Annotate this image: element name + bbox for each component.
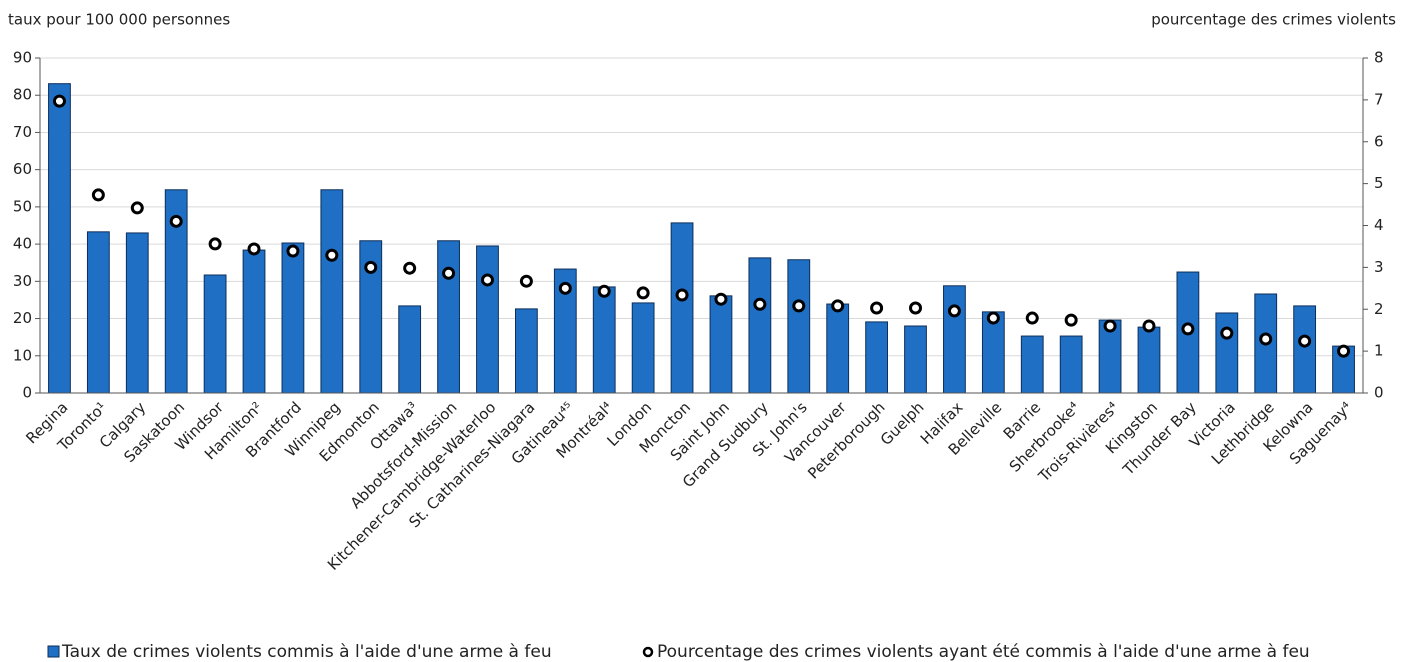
y-axis-title: taux pour 100 000 personnes bbox=[8, 11, 230, 29]
bar bbox=[787, 259, 811, 394]
point bbox=[597, 284, 611, 298]
point bbox=[286, 244, 300, 258]
y2-tick-label: 5 bbox=[1374, 174, 1384, 192]
point bbox=[714, 292, 728, 306]
bar bbox=[242, 249, 266, 394]
bar bbox=[1215, 312, 1239, 394]
point bbox=[52, 94, 66, 108]
bar bbox=[281, 242, 305, 394]
point bbox=[1142, 319, 1156, 333]
point bbox=[947, 304, 961, 318]
y2-tick-label: 7 bbox=[1374, 90, 1384, 108]
legend-swatch bbox=[642, 646, 654, 658]
bar bbox=[1020, 335, 1044, 394]
legend-label: Taux de crimes violents commis à l'aide … bbox=[61, 642, 552, 662]
y-tick-label: 50 bbox=[13, 197, 32, 215]
y-tick-label: 60 bbox=[13, 160, 32, 178]
y-tick-label: 70 bbox=[13, 123, 32, 141]
bar bbox=[437, 240, 460, 394]
point bbox=[1298, 334, 1312, 348]
bar bbox=[1293, 305, 1317, 394]
y-tick-label: 40 bbox=[13, 235, 32, 253]
bar bbox=[125, 232, 149, 394]
y2-tick-label: 1 bbox=[1374, 342, 1384, 360]
point bbox=[675, 288, 689, 302]
y2-tick-label: 8 bbox=[1374, 49, 1384, 67]
bar bbox=[709, 295, 733, 394]
y2-tick-label: 6 bbox=[1374, 132, 1384, 150]
y2-tick-label: 4 bbox=[1374, 216, 1384, 234]
bar bbox=[904, 325, 927, 394]
point bbox=[247, 242, 261, 256]
y2-axis-title: pourcentage des crimes violents bbox=[1151, 11, 1396, 29]
y-tick-label: 20 bbox=[13, 309, 32, 327]
point bbox=[519, 274, 533, 288]
y-tick-label: 80 bbox=[13, 86, 32, 104]
point bbox=[1259, 332, 1273, 346]
y-tick-label: 10 bbox=[13, 346, 32, 364]
y2-tick-label: 0 bbox=[1374, 384, 1384, 402]
point bbox=[792, 299, 806, 313]
point bbox=[325, 248, 339, 262]
y-tick-label: 90 bbox=[13, 49, 32, 67]
bar bbox=[1137, 326, 1161, 394]
bar bbox=[476, 245, 499, 394]
bar bbox=[86, 231, 110, 394]
bar bbox=[865, 321, 888, 394]
point bbox=[1181, 322, 1195, 336]
y-tick-label: 30 bbox=[13, 272, 32, 290]
bar bbox=[826, 303, 850, 394]
bar bbox=[748, 257, 772, 394]
point bbox=[91, 188, 105, 202]
point bbox=[1064, 313, 1078, 327]
point bbox=[403, 261, 417, 275]
point bbox=[130, 201, 144, 215]
point bbox=[753, 297, 767, 311]
point bbox=[480, 273, 494, 287]
bar bbox=[398, 305, 422, 394]
point bbox=[636, 286, 650, 300]
point bbox=[208, 237, 222, 251]
point bbox=[986, 311, 1000, 325]
point bbox=[1103, 319, 1117, 333]
point bbox=[169, 214, 183, 228]
bar bbox=[592, 286, 616, 394]
point bbox=[909, 301, 923, 315]
point bbox=[831, 299, 845, 313]
bar bbox=[1059, 335, 1083, 394]
point bbox=[1337, 344, 1351, 358]
bar bbox=[320, 189, 344, 394]
bar bbox=[631, 302, 655, 394]
y2-tick-label: 2 bbox=[1374, 300, 1384, 318]
point bbox=[558, 281, 572, 295]
bar bbox=[48, 83, 71, 394]
bar bbox=[943, 285, 966, 394]
y-tick-label: 0 bbox=[22, 384, 32, 402]
bar bbox=[515, 308, 538, 394]
point bbox=[442, 266, 456, 280]
y2-tick-label: 3 bbox=[1374, 258, 1384, 276]
point bbox=[1025, 311, 1039, 325]
x-tick-label: Guelph bbox=[877, 398, 928, 449]
legend-swatch bbox=[47, 645, 60, 658]
point bbox=[870, 301, 884, 315]
bar bbox=[670, 222, 694, 394]
bar bbox=[203, 274, 227, 394]
legend-label: Pourcentage des crimes violents ayant ét… bbox=[657, 642, 1310, 662]
point bbox=[364, 260, 378, 274]
point bbox=[1220, 326, 1234, 340]
